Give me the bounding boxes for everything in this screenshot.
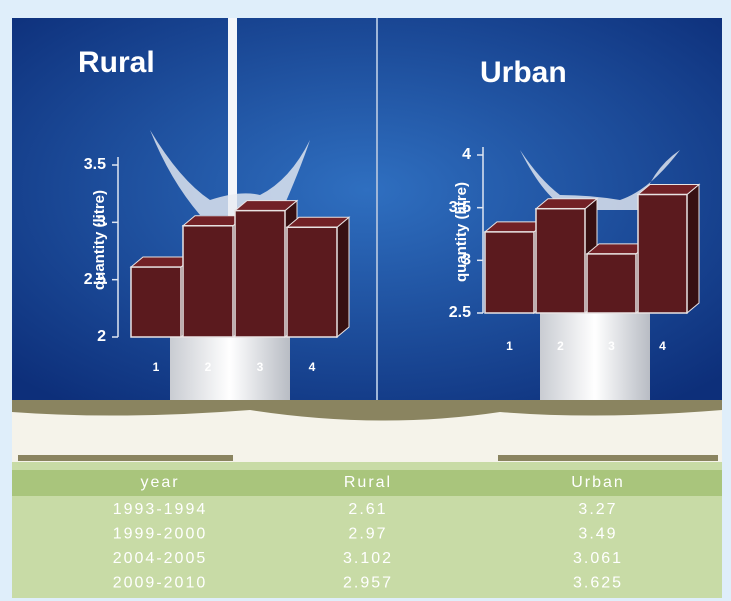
bar (586, 253, 637, 314)
y-tick-label: 3 (97, 214, 106, 231)
milk-band-edge (12, 400, 722, 421)
bar (130, 266, 182, 338)
y-tick-label: 2 (97, 328, 106, 345)
bar-side (336, 216, 350, 339)
x-tick-label: 2 (557, 339, 564, 353)
y-tick-label: 3.5 (84, 156, 106, 173)
y-axis-label: quantity (litre) (91, 190, 108, 290)
table-cell: 3.27 (578, 501, 617, 518)
x-tick-label: 4 (309, 360, 316, 374)
x-tick-label: 1 (506, 339, 513, 353)
bar (535, 207, 586, 314)
table-cell: 3.102 (343, 550, 393, 567)
y-tick-label: 4 (462, 146, 471, 163)
x-tick-label: 3 (257, 360, 264, 374)
x-tick-label: 3 (608, 339, 615, 353)
table-cell: 2004-2005 (113, 550, 208, 567)
table-cell: 2009-2010 (113, 575, 208, 592)
bar-side (686, 183, 700, 315)
table-cell: 2.61 (348, 501, 387, 518)
table-cell: 2.957 (343, 575, 393, 592)
x-tick-label: 4 (659, 339, 666, 353)
table-header-bg (12, 470, 722, 496)
y-tick-label: 3 (462, 252, 471, 269)
table-cell: 3.49 (578, 526, 617, 543)
bar (484, 231, 535, 314)
y-axis-label: quantity (litre) (453, 182, 470, 282)
splash (150, 130, 310, 215)
y-tick-label: 3.5 (449, 199, 471, 216)
table-header: Urban (571, 474, 625, 491)
table-header: Rural (344, 474, 392, 491)
milk-band-edge (18, 455, 233, 461)
bar (286, 226, 338, 338)
bar (637, 193, 688, 314)
table-cell: 3.061 (573, 550, 623, 567)
milk-glass (540, 300, 650, 400)
table-cell: 2.97 (348, 526, 387, 543)
x-tick-label: 2 (205, 360, 212, 374)
milk-stream (228, 18, 237, 238)
milk-band-edge (498, 455, 718, 461)
chart-title: Urban (480, 56, 567, 89)
table-cell: 1999-2000 (113, 526, 208, 543)
y-tick-label: 2.5 (84, 271, 106, 288)
table-cell: 3.625 (573, 575, 623, 592)
x-tick-label: 1 (153, 360, 160, 374)
table-header: year (140, 474, 179, 491)
bar (182, 225, 234, 338)
bar (234, 209, 286, 338)
y-tick-label: 2.5 (449, 304, 471, 321)
chart-title: Rural (78, 46, 155, 79)
table-cell: 1993-1994 (113, 501, 208, 518)
